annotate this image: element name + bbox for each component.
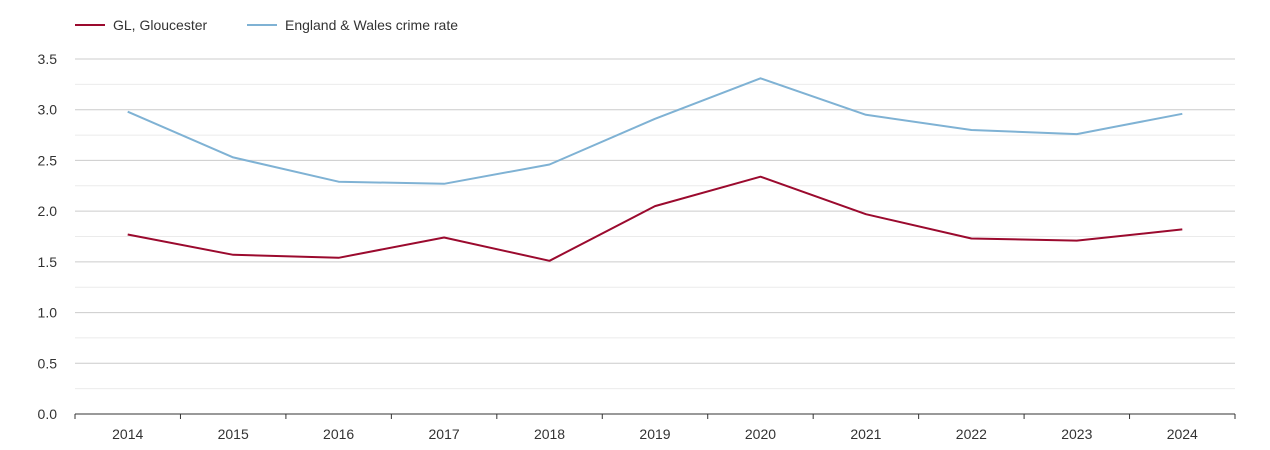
series-lines (127, 77, 1183, 262)
y-axis: 0.0 0.5 1.0 1.5 2.0 2.5 3.0 3.5 (38, 51, 58, 422)
y-tick-label: 2.0 (38, 203, 58, 219)
legend: GL, Gloucester England & Wales crime rat… (75, 17, 458, 33)
x-tick-label: 2022 (956, 426, 987, 442)
y-tick-label: 1.5 (38, 254, 58, 270)
grid (75, 58, 1235, 390)
x-tick-label: 2019 (639, 426, 670, 442)
legend-label-england-wales: England & Wales crime rate (285, 17, 458, 33)
legend-label-gloucester: GL, Gloucester (113, 17, 207, 33)
y-tick-label: 3.0 (38, 102, 58, 118)
y-tick-label: 0.5 (38, 355, 58, 371)
x-tick-label: 2016 (323, 426, 354, 442)
x-tick-label: 2020 (745, 426, 776, 442)
x-tick-label: 2015 (218, 426, 249, 442)
series-line-england-wales (127, 77, 1183, 185)
x-tick-label: 2021 (850, 426, 881, 442)
series-line-gloucester (127, 175, 1183, 262)
x-tick-label: 2018 (534, 426, 565, 442)
y-tick-label: 2.5 (38, 152, 58, 168)
x-tick-label: 2017 (429, 426, 460, 442)
y-tick-label: 3.5 (38, 51, 58, 67)
y-tick-label: 1.0 (38, 305, 58, 321)
x-tick-label: 2014 (112, 426, 143, 442)
x-tick-label: 2023 (1061, 426, 1092, 442)
x-axis: 2014 2015 2016 2017 2018 2019 2020 2021 2022 2023… (74, 413, 1236, 442)
y-tick-label: 0.0 (38, 406, 58, 422)
x-tick-label: 2024 (1167, 426, 1198, 442)
